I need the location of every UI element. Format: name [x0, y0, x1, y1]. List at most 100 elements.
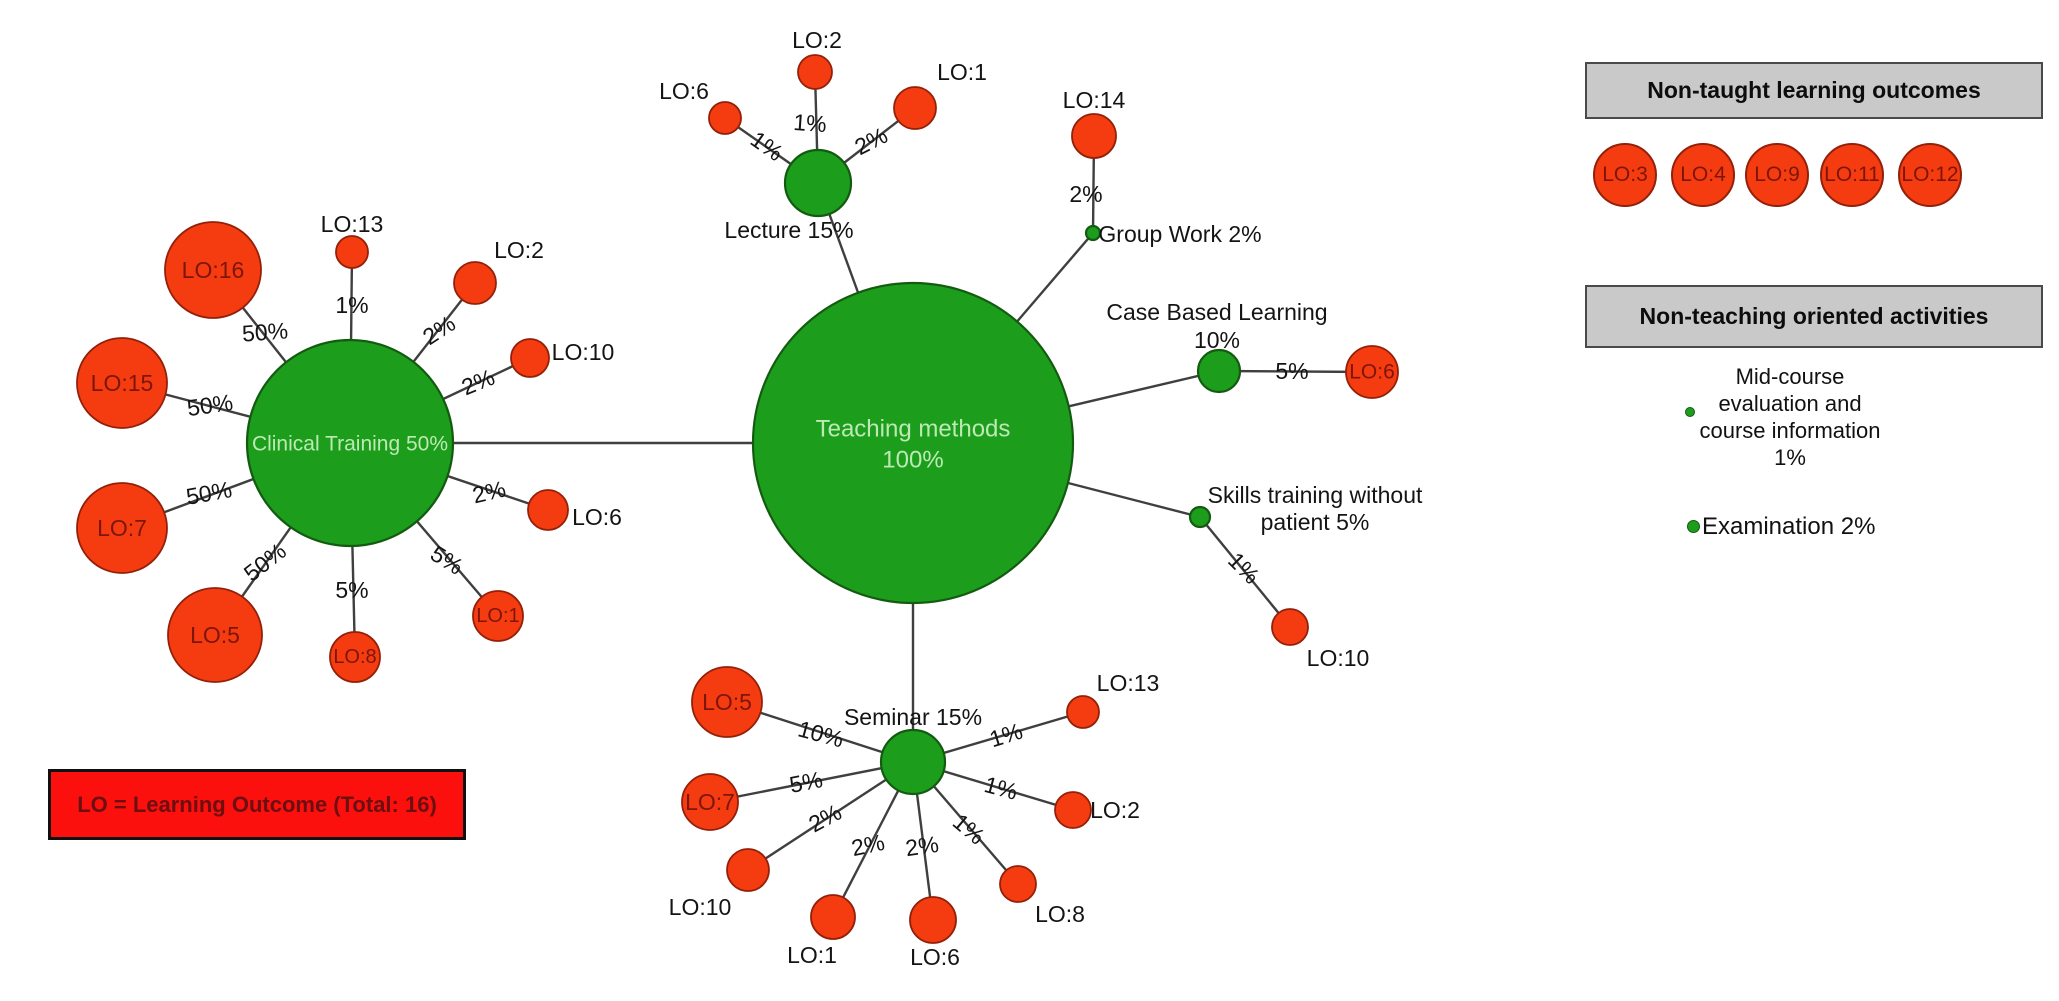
- diagram-label: LO:15: [91, 370, 154, 396]
- diagram-label: LO:6: [572, 504, 622, 530]
- diagram-label: 2%: [1069, 181, 1102, 207]
- lo-chip: LO:3: [1593, 143, 1657, 207]
- diagram-label: LO:10: [552, 339, 615, 365]
- diagram-label: LO:5: [702, 689, 752, 715]
- diagram-label: 100%: [882, 447, 943, 474]
- diagram-label: 1%: [335, 292, 368, 318]
- diagram-label: LO:13: [1097, 670, 1160, 696]
- node-lo15: [76, 337, 168, 429]
- node-clinical: [245, 338, 455, 548]
- diagram-label: 2%: [849, 829, 887, 861]
- diagram-label: 1%: [982, 771, 1021, 805]
- node-lo10c: [510, 338, 550, 378]
- node-lo1l: [893, 86, 937, 130]
- diagram-label: LO:2: [1090, 797, 1140, 823]
- node-lo14: [1071, 113, 1117, 159]
- diagram-label: 1%: [986, 718, 1025, 753]
- lo-legend-text: LO = Learning Outcome (Total: 16): [77, 791, 437, 817]
- diagram-label: 5%: [787, 766, 825, 798]
- diagram-label: 2%: [904, 831, 941, 861]
- node-groupwork: [1084, 224, 1102, 242]
- diagram-label: LO:10: [1307, 645, 1370, 671]
- node-lo5s: [691, 666, 763, 738]
- diagram-label: LO:13: [321, 211, 384, 237]
- diagram-label: Skills training without: [1208, 482, 1423, 508]
- diagram-label: 1%: [746, 126, 788, 166]
- diagram-label: 2%: [804, 799, 846, 838]
- node-skills: [1188, 505, 1212, 529]
- diagram-label: LO:6: [1349, 361, 1395, 384]
- diagram-label: Case Based Learning: [1106, 299, 1327, 325]
- diagram-label: LO:10: [669, 894, 732, 920]
- lo-legend-box: LO = Learning Outcome (Total: 16): [48, 769, 466, 840]
- node-lo13c: [335, 235, 369, 269]
- edge-seminar-lo7s: [709, 760, 914, 804]
- non-taught-header-box: Non-taught learning outcomes: [1585, 62, 2043, 119]
- node-lo8s: [999, 865, 1037, 903]
- diagram-label: LO:7: [685, 789, 735, 815]
- node-lo6s: [909, 896, 957, 944]
- midcourse-label: Mid-course evaluation and course informa…: [1640, 363, 1940, 471]
- node-lo13s: [1066, 695, 1100, 729]
- diagram-label: LO:7: [97, 515, 147, 541]
- node-lo7c: [76, 482, 168, 574]
- diagram-label: 5%: [335, 577, 368, 603]
- node-lo1c: [472, 590, 524, 642]
- diagram-label: Teaching methods: [816, 416, 1011, 443]
- node-lo8c: [329, 631, 381, 683]
- diagram-label: Clinical Training 50%: [252, 433, 448, 456]
- non-taught-title: Non-taught learning outcomes: [1647, 77, 1981, 103]
- lo-chip: LO:11: [1820, 143, 1884, 207]
- diagram-label: LO:2: [494, 237, 544, 263]
- diagram-label: LO:8: [333, 646, 376, 668]
- node-seminar: [879, 728, 947, 796]
- diagram-label: 2%: [418, 310, 460, 350]
- examination-label: Examination 2%: [1702, 513, 1876, 540]
- node-lo7s: [681, 773, 739, 831]
- node-lo2l: [797, 54, 833, 90]
- node-lo5c: [167, 587, 263, 683]
- diagram-label: LO:16: [182, 257, 245, 283]
- midcourse-line: Mid-course: [1735, 364, 1845, 389]
- node-lo1s: [810, 894, 856, 940]
- node-lecture: [783, 148, 853, 218]
- midcourse-line: 1%: [1774, 445, 1806, 470]
- diagram-label: 50%: [241, 317, 289, 346]
- diagram-label: LO:2: [792, 27, 842, 53]
- midcourse-line: evaluation and: [1718, 391, 1862, 416]
- diagram-label: 2%: [470, 476, 508, 509]
- midcourse-dot-icon: [1685, 407, 1695, 417]
- node-cbl: [1196, 348, 1242, 394]
- node-lo10sk: [1271, 608, 1309, 646]
- diagram-label: LO:8: [1035, 901, 1085, 927]
- diagram-label: 2%: [458, 364, 499, 401]
- node-lo16: [164, 221, 262, 319]
- diagram-label: LO:14: [1063, 87, 1126, 113]
- diagram-label: LO:1: [787, 942, 837, 968]
- node-teaching: [751, 281, 1075, 605]
- node-lo10s: [726, 848, 770, 892]
- lo-chip: LO:4: [1671, 143, 1735, 207]
- node-lo2s: [1054, 791, 1092, 829]
- diagram-label: LO:1: [937, 59, 987, 85]
- node-lo6c: [527, 489, 569, 531]
- diagram-label: Group Work 2%: [1098, 221, 1261, 247]
- midcourse-line: course information: [1699, 418, 1881, 443]
- node-lo6r: [1345, 345, 1399, 399]
- diagram-label: 50%: [184, 476, 234, 510]
- diagram-label: LO:5: [190, 622, 240, 648]
- diagram-label: 5%: [1275, 358, 1308, 384]
- diagram-label: 10%: [1194, 327, 1240, 353]
- diagram-label: LO:6: [659, 78, 709, 104]
- edge-skills-lo10sk: [1199, 516, 1291, 628]
- non-teaching-header-box: Non-teaching oriented activities: [1585, 285, 2043, 348]
- diagram-label: LO:6: [910, 944, 960, 970]
- node-lo6l: [708, 101, 742, 135]
- diagram-label: patient 5%: [1261, 509, 1370, 535]
- lo-chip: LO:12: [1898, 143, 1962, 207]
- diagram-label: LO:1: [476, 605, 519, 627]
- diagram-label: 50%: [185, 389, 234, 421]
- diagram-label: 1%: [793, 109, 828, 137]
